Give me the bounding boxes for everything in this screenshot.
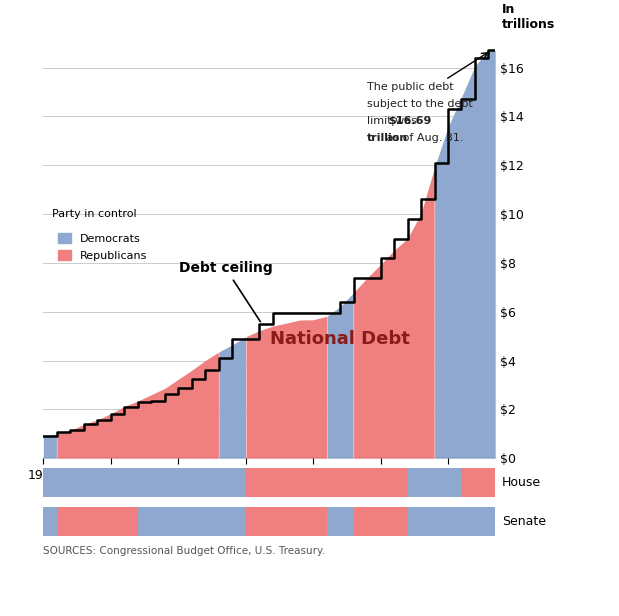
- Text: House: House: [502, 476, 541, 489]
- Legend: Democrats, Republicans: Democrats, Republicans: [58, 233, 147, 261]
- Bar: [43, 468, 246, 497]
- Text: National Debt: National Debt: [270, 330, 410, 348]
- Text: $16.69: $16.69: [388, 116, 431, 126]
- Bar: [138, 507, 246, 536]
- Text: subject to the debt: subject to the debt: [367, 99, 473, 109]
- Bar: [407, 507, 495, 536]
- Text: Debt ceiling: Debt ceiling: [178, 261, 272, 322]
- Bar: [353, 507, 407, 536]
- Bar: [327, 507, 353, 536]
- Bar: [462, 468, 495, 497]
- Text: trillion: trillion: [367, 133, 409, 144]
- Text: SOURCES: Congressional Budget Office, U.S. Treasury.: SOURCES: Congressional Budget Office, U.…: [43, 546, 326, 556]
- Text: Senate: Senate: [502, 515, 546, 528]
- Text: as of Aug. 31.: as of Aug. 31.: [383, 133, 463, 144]
- Bar: [246, 507, 327, 536]
- Bar: [246, 468, 407, 497]
- Bar: [43, 507, 57, 536]
- Bar: [407, 468, 462, 497]
- Text: limit was: limit was: [367, 116, 420, 126]
- Bar: [57, 507, 138, 536]
- Text: In
trillions: In trillions: [502, 2, 555, 31]
- Text: The public debt: The public debt: [367, 82, 454, 92]
- Text: Party in control: Party in control: [53, 209, 137, 219]
